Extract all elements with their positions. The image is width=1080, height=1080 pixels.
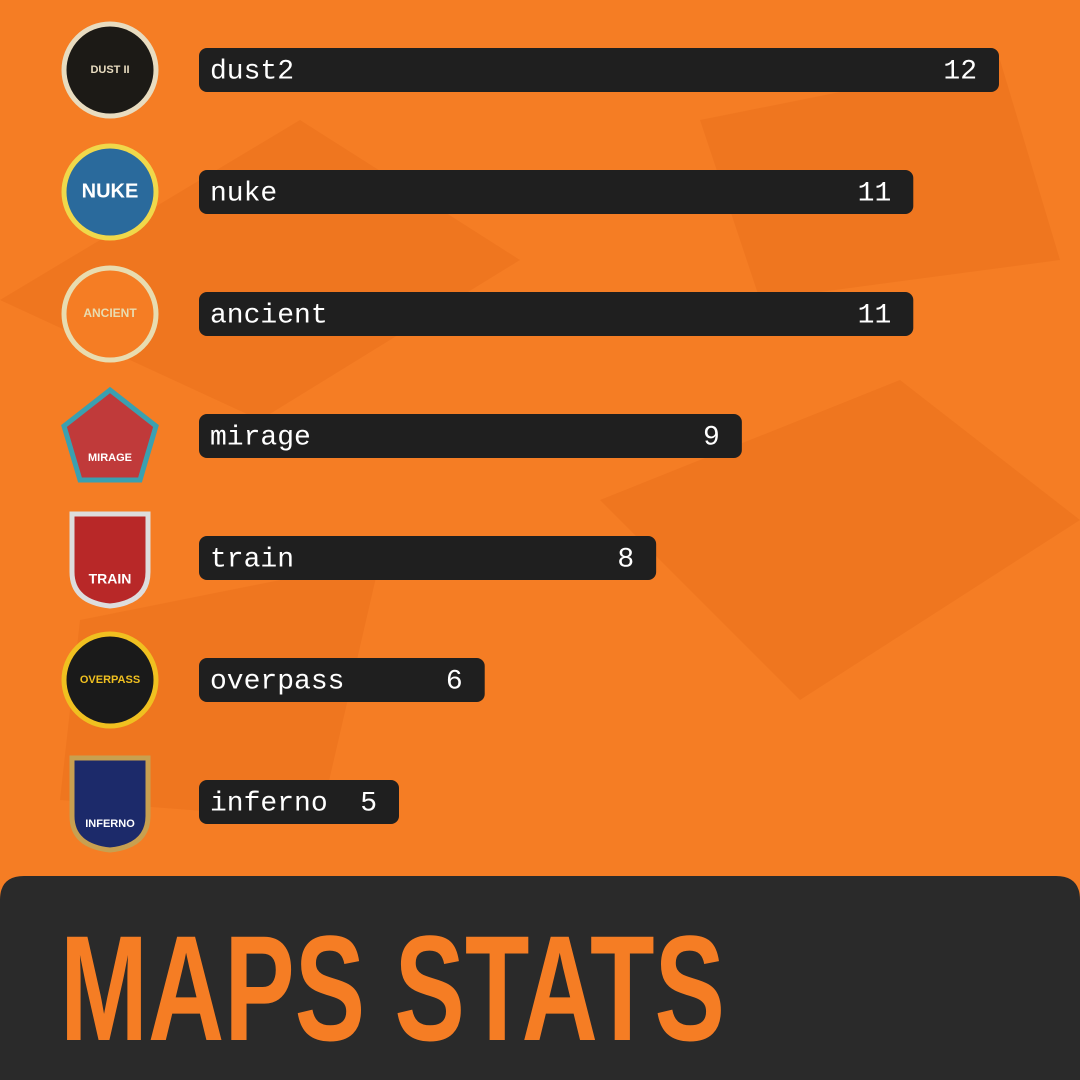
value-label: 11: [858, 178, 892, 209]
category-label: overpass: [210, 666, 344, 697]
category-label: dust2: [210, 56, 294, 87]
value-label: 12: [943, 56, 977, 87]
chart-title: MAPS STATS: [60, 904, 725, 1072]
category-label: inferno: [210, 788, 328, 819]
map-icon-label: DUST II: [90, 64, 129, 76]
value-label: 11: [858, 300, 892, 331]
value-label: 8: [617, 544, 634, 575]
map-icon: [61, 265, 159, 363]
texture: [0, 60, 1080, 820]
map-icon-label: MIRAGE: [88, 452, 132, 464]
map-icon: [61, 143, 159, 241]
map-icon-label: ANCIENT: [83, 306, 137, 320]
value-label: 9: [703, 422, 720, 453]
value-label: 6: [446, 666, 463, 697]
map-icon: [61, 21, 159, 119]
category-label: nuke: [210, 178, 277, 209]
category-label: train: [210, 544, 294, 575]
map-icon: [61, 386, 159, 483]
map-icon-label: NUKE: [82, 180, 139, 202]
map-icon-label: OVERPASS: [80, 674, 140, 686]
map-icon: [69, 511, 151, 609]
map-icon-label: INFERNO: [85, 818, 135, 830]
bar: [199, 414, 742, 458]
bar: [199, 658, 485, 702]
map-icon-label: TRAIN: [89, 571, 132, 587]
bar: [199, 536, 657, 580]
value-label: 5: [360, 788, 377, 819]
bar: [199, 292, 914, 336]
category-label: ancient: [210, 300, 328, 331]
category-label: mirage: [210, 422, 311, 453]
title-panel: [0, 876, 1080, 1080]
bar: [199, 170, 914, 214]
map-icon: [69, 755, 151, 853]
bar: [199, 780, 399, 824]
map-icon: [61, 631, 159, 729]
bar: [199, 48, 999, 92]
